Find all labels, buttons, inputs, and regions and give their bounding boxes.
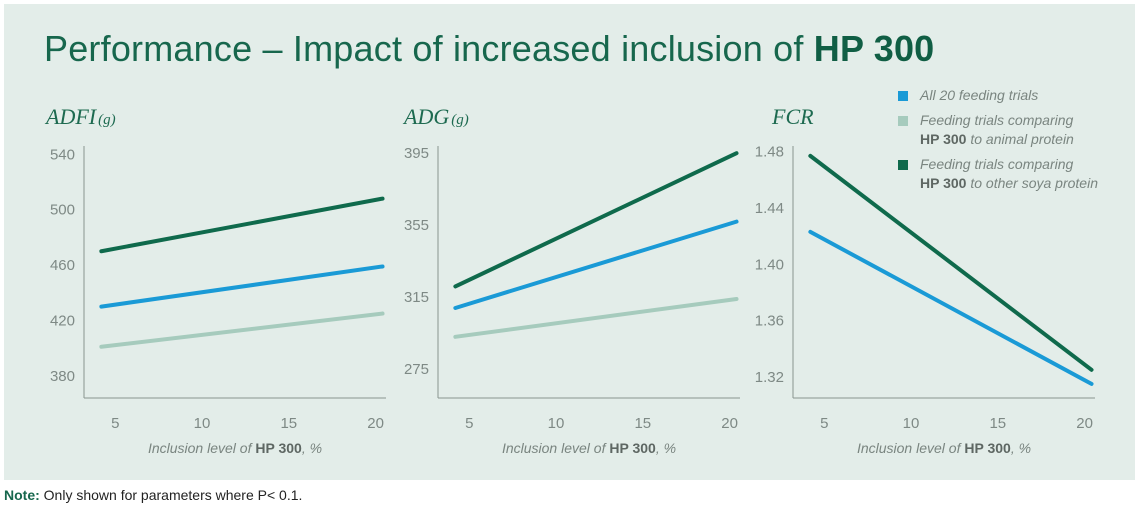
x-axis-label-adg-prefix: Inclusion level of bbox=[501, 440, 610, 456]
x-axis-label-adfi-prefix: Inclusion level of bbox=[147, 440, 256, 456]
legend-rest-soya-protein: to other soya protein bbox=[966, 175, 1098, 191]
y-tick-label-adfi-2: 460 bbox=[50, 257, 75, 274]
title-product: HP 300 bbox=[813, 28, 935, 69]
legend-line1-soya-protein: Feeding trials comparing bbox=[920, 156, 1074, 172]
chart-title-adfi-text: ADFI bbox=[46, 104, 97, 129]
y-tick-label-adg-0: 395 bbox=[404, 145, 429, 162]
x-tick-label-adfi-3: 20 bbox=[367, 415, 384, 432]
legend-swatch-all-trials bbox=[898, 91, 908, 101]
legend: All 20 feeding trials Feeding trials com… bbox=[898, 86, 1098, 199]
chart-title-adg-text: ADG bbox=[404, 104, 450, 129]
legend-swatch-soya-protein bbox=[898, 160, 908, 170]
x-tick-label-fcr-2: 15 bbox=[989, 415, 1006, 432]
x-axis-label-adg-bold: HP 300 bbox=[609, 440, 656, 456]
series-line-adg-all-trials bbox=[453, 219, 739, 310]
series-line-adfi-all-trials bbox=[99, 264, 385, 309]
y-tick-label-adfi-4: 380 bbox=[50, 368, 75, 385]
y-tick-label-fcr-4: 1.32 bbox=[755, 369, 784, 386]
legend-swatch-animal-protein bbox=[898, 116, 908, 126]
legend-text-all-trials: All 20 feeding trials bbox=[920, 86, 1098, 105]
series-line-adg-soya-protein bbox=[453, 151, 739, 289]
x-axis-label-adfi-suffix: , % bbox=[301, 440, 323, 456]
title-prefix: Performance – Impact of increased inclus… bbox=[44, 28, 814, 69]
y-tick-label-adg-2: 315 bbox=[404, 289, 429, 306]
footnote-text: Only shown for parameters where P< 0.1. bbox=[39, 487, 303, 503]
x-axis-label-adg: Inclusion level of HP 300, % bbox=[438, 440, 740, 456]
legend-rest-animal-protein: to animal protein bbox=[966, 131, 1074, 147]
y-tick-label-adg-1: 355 bbox=[404, 217, 429, 234]
chart-title-adg-unit: (g) bbox=[451, 112, 469, 128]
y-tick-label-adfi-0: 540 bbox=[50, 146, 75, 163]
chart-title-fcr: FCR bbox=[772, 104, 816, 130]
legend-item-all-trials: All 20 feeding trials bbox=[898, 86, 1098, 105]
x-tick-label-fcr-1: 10 bbox=[903, 415, 920, 432]
x-tick-label-fcr-3: 20 bbox=[1076, 415, 1093, 432]
x-axis-label-fcr-bold: HP 300 bbox=[964, 440, 1011, 456]
legend-item-soya-protein: Feeding trials comparing HP 300 to other … bbox=[898, 155, 1098, 193]
chart-title-adg: ADG (g) bbox=[404, 104, 469, 130]
chart-title-adfi-unit: (g) bbox=[98, 112, 116, 128]
page-title: Performance – Impact of increased inclus… bbox=[44, 28, 934, 70]
series-line-adfi-soya-protein bbox=[99, 196, 385, 254]
chart-panel bbox=[4, 4, 1135, 480]
legend-item-animal-protein: Feeding trials comparing HP 300 to animal… bbox=[898, 111, 1098, 149]
x-tick-label-adfi-2: 15 bbox=[280, 415, 297, 432]
x-tick-label-adg-0: 5 bbox=[465, 415, 473, 432]
footnote-label: Note: bbox=[4, 487, 40, 503]
legend-text-animal-protein: Feeding trials comparing HP 300 to animal… bbox=[920, 111, 1098, 149]
x-axis-label-fcr-prefix: Inclusion level of bbox=[856, 440, 965, 456]
x-axis-label-adfi: Inclusion level of HP 300, % bbox=[84, 440, 386, 456]
y-tick-label-fcr-1: 1.44 bbox=[755, 200, 784, 217]
chart-title-fcr-text: FCR bbox=[772, 104, 814, 129]
x-tick-label-adg-2: 15 bbox=[634, 415, 651, 432]
y-tick-label-fcr-0: 1.48 bbox=[755, 144, 784, 161]
legend-bold-animal-protein: HP 300 bbox=[920, 131, 967, 147]
chart-title-adfi: ADFI (g) bbox=[46, 104, 116, 130]
x-axis-label-fcr-suffix: , % bbox=[1010, 440, 1032, 456]
x-axis-label-fcr: Inclusion level of HP 300, % bbox=[793, 440, 1095, 456]
y-tick-label-fcr-3: 1.36 bbox=[755, 313, 784, 330]
x-axis-label-adg-suffix: , % bbox=[655, 440, 677, 456]
x-tick-label-adfi-1: 10 bbox=[194, 415, 211, 432]
x-axis-label-adfi-bold: HP 300 bbox=[255, 440, 302, 456]
footnote: Note: Only shown for parameters where P<… bbox=[4, 487, 302, 503]
legend-bold-soya-protein: HP 300 bbox=[920, 175, 967, 191]
y-tick-label-adfi-3: 420 bbox=[50, 312, 75, 329]
legend-text-soya-protein: Feeding trials comparing HP 300 to other … bbox=[920, 155, 1098, 193]
y-tick-label-adfi-1: 500 bbox=[50, 202, 75, 219]
x-tick-label-adg-1: 10 bbox=[548, 415, 565, 432]
legend-line-all-trials: All 20 feeding trials bbox=[920, 87, 1039, 103]
series-line-adg-animal-protein bbox=[453, 297, 739, 339]
series-line-fcr-soya-protein bbox=[808, 153, 1094, 372]
x-tick-label-fcr-0: 5 bbox=[820, 415, 828, 432]
x-tick-label-adfi-0: 5 bbox=[111, 415, 119, 432]
series-line-fcr-all-trials bbox=[808, 229, 1094, 386]
legend-line1-animal-protein: Feeding trials comparing bbox=[920, 112, 1074, 128]
series-line-adfi-animal-protein bbox=[99, 311, 385, 349]
y-tick-label-adg-3: 275 bbox=[404, 361, 429, 378]
y-tick-label-fcr-2: 1.40 bbox=[755, 256, 784, 273]
x-tick-label-adg-3: 20 bbox=[721, 415, 738, 432]
